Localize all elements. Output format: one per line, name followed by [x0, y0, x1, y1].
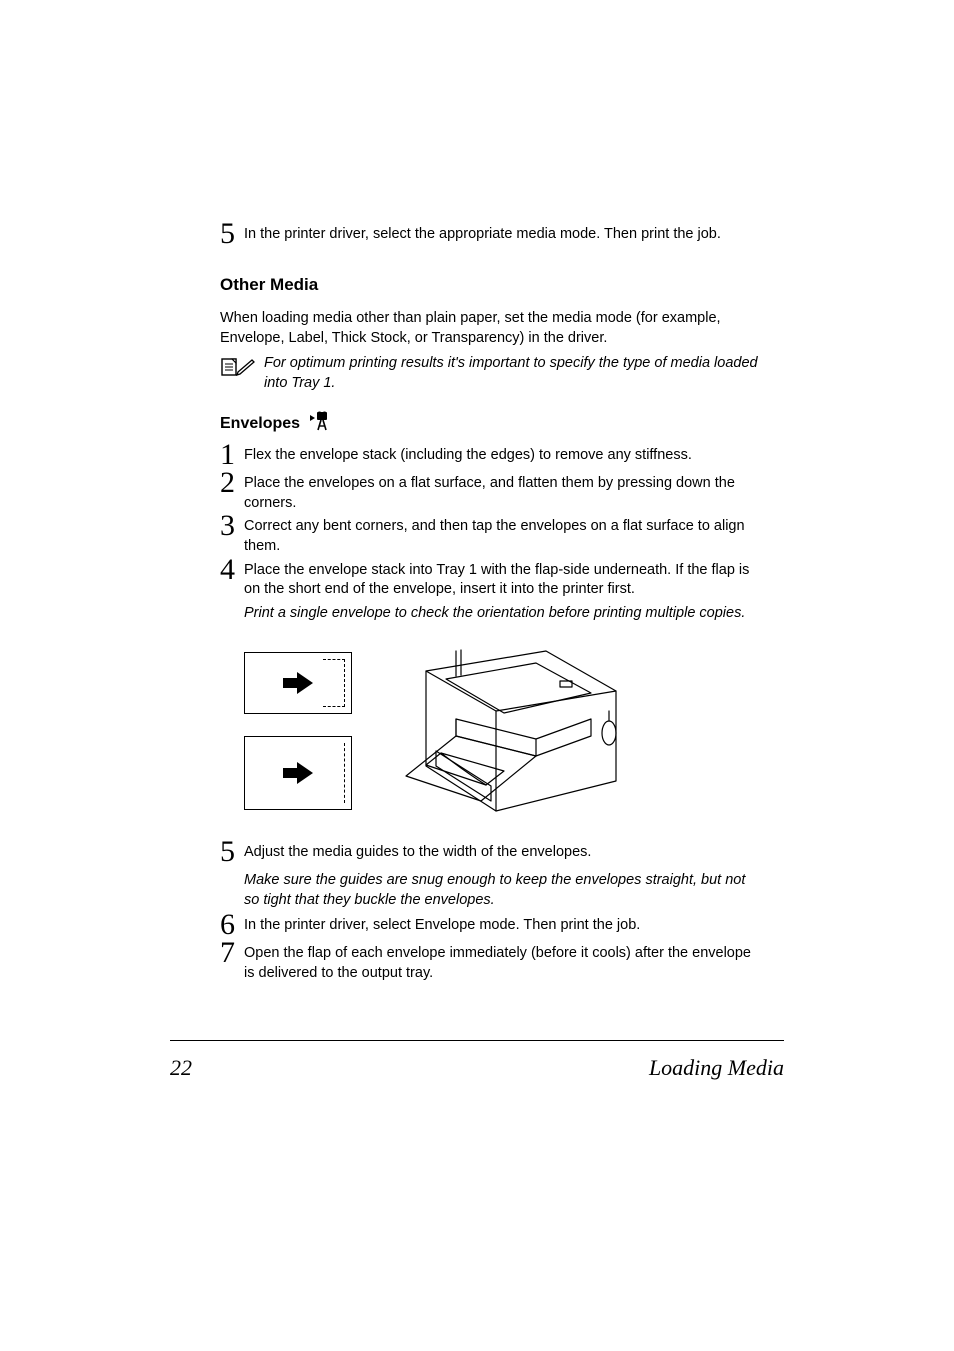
envelope-diagram-landscape [244, 652, 352, 714]
arrow-right-icon [283, 762, 313, 784]
envelope-diagram-portrait [244, 736, 352, 810]
envelope-step-7: 7 Open the flap of each envelope immedia… [220, 944, 759, 983]
envelope-orientation-diagrams [244, 652, 352, 810]
step-number: 3 [220, 511, 244, 541]
envelope-step-6: 6 In the printer driver, select Envelope… [220, 916, 759, 940]
flap-dashed-edge [344, 743, 345, 803]
step-text: Adjust the media guides to the width of … [244, 843, 759, 863]
other-media-paragraph: When loading media other than plain pape… [220, 309, 759, 348]
envelope-step-4-note: Print a single envelope to check the ori… [244, 604, 759, 624]
page: 5 In the printer driver, select the appr… [0, 0, 954, 1351]
envelope-step-5-note: Make sure the guides are snug enough to … [244, 871, 759, 910]
step-text: In the printer driver, select the approp… [244, 225, 759, 245]
note-icon [220, 354, 264, 383]
illustration-block [244, 641, 759, 821]
envelope-step-5: 5 Adjust the media guides to the width o… [220, 843, 759, 867]
page-footer: 22 Loading Media [170, 1040, 784, 1081]
page-number: 22 [170, 1055, 192, 1081]
step-number: 5 [220, 837, 244, 867]
printer-illustration [386, 641, 636, 821]
envelope-step-1: 1 Flex the envelope stack (including the… [220, 446, 759, 470]
heading-envelopes-row: Envelopes [220, 409, 759, 438]
video-icon [308, 409, 334, 438]
note: For optimum printing results it's import… [220, 354, 759, 393]
step-number: 7 [220, 938, 244, 968]
step-number: 5 [220, 219, 244, 249]
envelope-step-3: 3 Correct any bent corners, and then tap… [220, 517, 759, 556]
step-text: In the printer driver, select Envelope m… [244, 916, 759, 936]
flap-dashed-edge [344, 659, 345, 707]
flap-dashed-bottom [323, 706, 345, 707]
footer-section-title: Loading Media [649, 1055, 784, 1081]
arrow-right-icon [283, 672, 313, 694]
heading-envelopes: Envelopes [220, 415, 300, 433]
step-text: Correct any bent corners, and then tap t… [244, 517, 759, 556]
step-text: Open the flap of each envelope immediate… [244, 944, 759, 983]
step-number: 4 [220, 555, 244, 585]
step-text: Place the envelopes on a flat surface, a… [244, 474, 759, 513]
envelope-step-2: 2 Place the envelopes on a flat surface,… [220, 474, 759, 513]
step-text: Place the envelope stack into Tray 1 wit… [244, 561, 759, 600]
flap-dashed-top [323, 659, 345, 660]
envelope-step-4: 4 Place the envelope stack into Tray 1 w… [220, 561, 759, 600]
step-number: 2 [220, 468, 244, 498]
heading-other-media: Other Media [220, 275, 759, 295]
step-text: Flex the envelope stack (including the e… [244, 446, 759, 466]
step-5-prevsection: 5 In the printer driver, select the appr… [220, 225, 759, 249]
note-text: For optimum printing results it's import… [264, 354, 759, 393]
